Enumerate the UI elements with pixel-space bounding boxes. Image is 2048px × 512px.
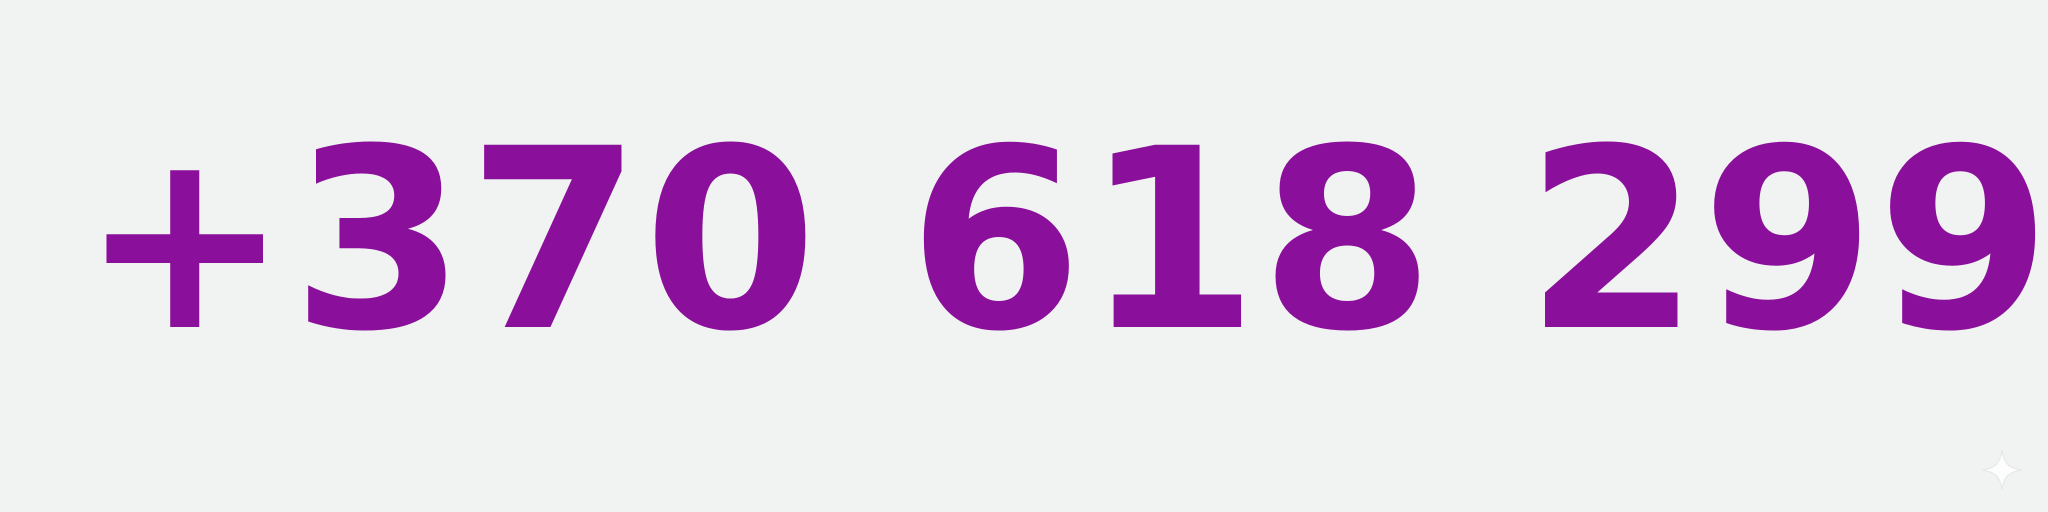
sparkle-icon	[1982, 450, 2022, 490]
phone-number-text: +370 618 29966	[80, 95, 2048, 386]
